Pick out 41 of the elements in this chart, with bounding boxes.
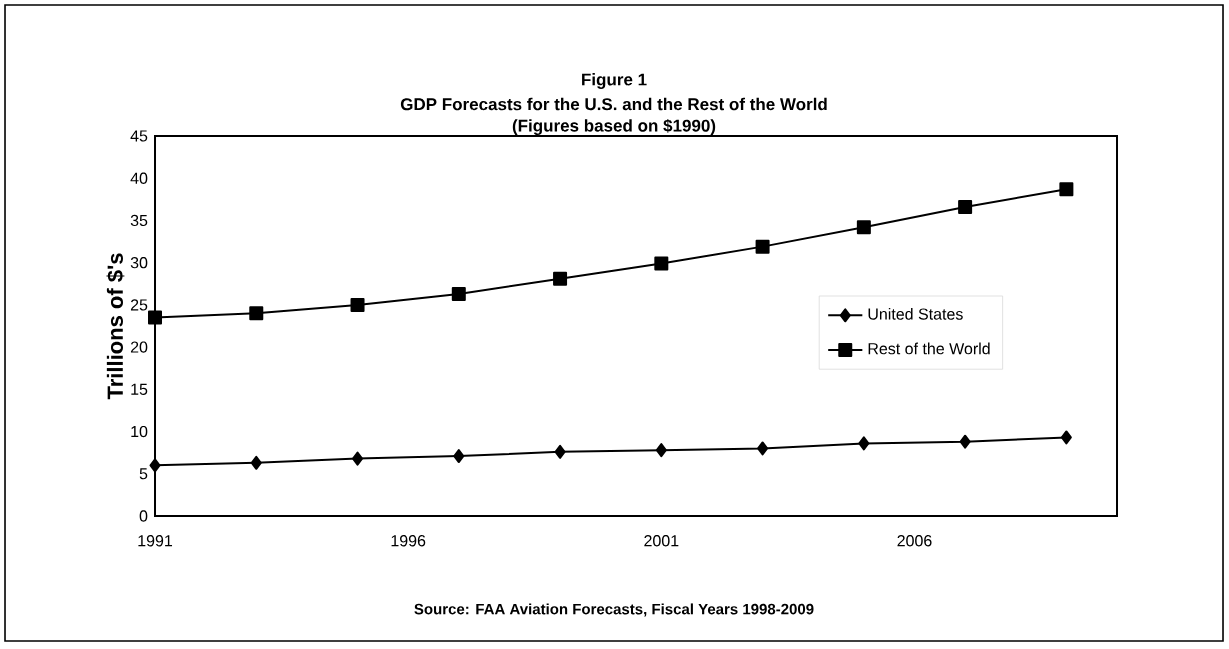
chart-subtitle: GDP Forecasts for the U.S. and the Rest of the World — [400, 97, 827, 111]
point — [453, 449, 465, 464]
y-axis-title: Trillions of $'s — [106, 253, 125, 400]
y-tick-label: 5 — [139, 468, 148, 480]
y-tick-label: 35 — [130, 214, 148, 227]
x-tick-label: 1991 — [138, 535, 173, 547]
y-tick-label: 30 — [130, 257, 148, 269]
legend-label: United States — [868, 307, 963, 320]
point — [757, 441, 769, 456]
source-note: Source: FAA Aviation Forecasts, Fiscal Years 1998-2009 — [414, 603, 814, 617]
point — [350, 297, 365, 312]
point — [654, 256, 669, 271]
point — [958, 199, 973, 214]
point — [959, 434, 971, 449]
point — [553, 271, 568, 286]
x-tick-label: 1996 — [391, 535, 426, 547]
chart-title: Figure 1 — [582, 73, 647, 89]
text: (Figures based on $1990) — [512, 118, 716, 136]
y-tick-label: 0 — [139, 510, 148, 522]
legend-label: Rest of the World — [868, 342, 990, 355]
point — [451, 286, 466, 301]
y-tick-label: 20 — [130, 341, 148, 353]
y-tick-label: 10 — [131, 425, 148, 438]
point — [755, 239, 770, 254]
point — [352, 451, 364, 466]
point — [250, 455, 262, 470]
y-tick-label: 40 — [130, 172, 148, 184]
y-tick-label: 15 — [131, 383, 148, 395]
point — [148, 310, 163, 325]
point — [1060, 430, 1072, 445]
x-tick-label: 2006 — [897, 535, 932, 547]
y-tick-label: 25 — [130, 299, 148, 311]
point — [655, 443, 667, 458]
point — [554, 444, 566, 459]
x-tick-label: 2001 — [644, 535, 679, 547]
point — [856, 220, 871, 235]
point — [1059, 182, 1074, 197]
point — [149, 458, 161, 473]
point — [858, 436, 870, 451]
y-tick-label: 45 — [130, 130, 148, 142]
point — [249, 306, 264, 321]
